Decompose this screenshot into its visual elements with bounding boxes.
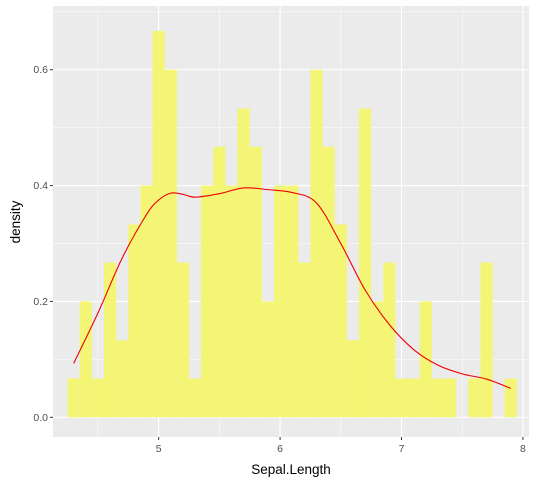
histogram-bar [128, 224, 141, 418]
histogram-bar [189, 378, 202, 418]
x-tick-label: 6 [277, 443, 283, 455]
histogram-bar [395, 378, 408, 418]
y-axis: 0.0 0.2 0.4 0.6 [33, 64, 53, 424]
histogram-bar [298, 262, 311, 418]
histogram-bar [504, 378, 517, 418]
histogram-bar [261, 301, 274, 418]
histogram-bar [383, 262, 396, 418]
y-tick-label: 0.6 [33, 64, 48, 76]
histogram-bar [322, 146, 335, 418]
histogram-bar [104, 262, 117, 418]
histogram-bar [480, 262, 493, 418]
histogram-bar [407, 378, 420, 418]
histogram-bar [116, 340, 129, 418]
x-axis-title: Sepal.Length [251, 462, 331, 477]
histogram-bar [237, 108, 250, 418]
y-tick-label: 0.2 [33, 296, 48, 308]
x-tick-label: 7 [399, 443, 405, 455]
x-tick-label: 5 [156, 443, 162, 455]
histogram-bar [79, 301, 92, 418]
y-axis-title: density [8, 200, 23, 243]
histogram-bar [346, 340, 359, 418]
histogram-bar [334, 224, 347, 418]
histogram-bar [164, 69, 177, 418]
density-curve [73, 187, 511, 389]
histogram-bar [371, 301, 384, 418]
histogram-bar [286, 185, 299, 418]
histogram-bar [140, 185, 153, 418]
histogram-bar [249, 146, 262, 418]
histogram-bar [274, 185, 287, 418]
x-tick-label: 8 [520, 443, 526, 455]
histogram-bar [225, 185, 238, 418]
histogram-bar [310, 69, 323, 418]
x-axis: 5 6 7 8 [156, 437, 526, 455]
histogram-bar [444, 378, 457, 418]
histogram-bar [152, 30, 165, 418]
histogram-bar [419, 301, 432, 418]
histogram-bars [67, 30, 517, 418]
histogram-bar [468, 378, 481, 418]
histogram-bar [201, 185, 214, 418]
histogram-bar [67, 378, 80, 418]
histogram-bar [359, 108, 372, 418]
histogram-bar [91, 378, 104, 418]
histogram-bar [431, 378, 444, 418]
y-tick-label: 0.4 [33, 180, 48, 192]
y-tick-label: 0.0 [33, 412, 48, 424]
histogram-bar [213, 146, 226, 418]
histogram-bar [176, 262, 189, 418]
